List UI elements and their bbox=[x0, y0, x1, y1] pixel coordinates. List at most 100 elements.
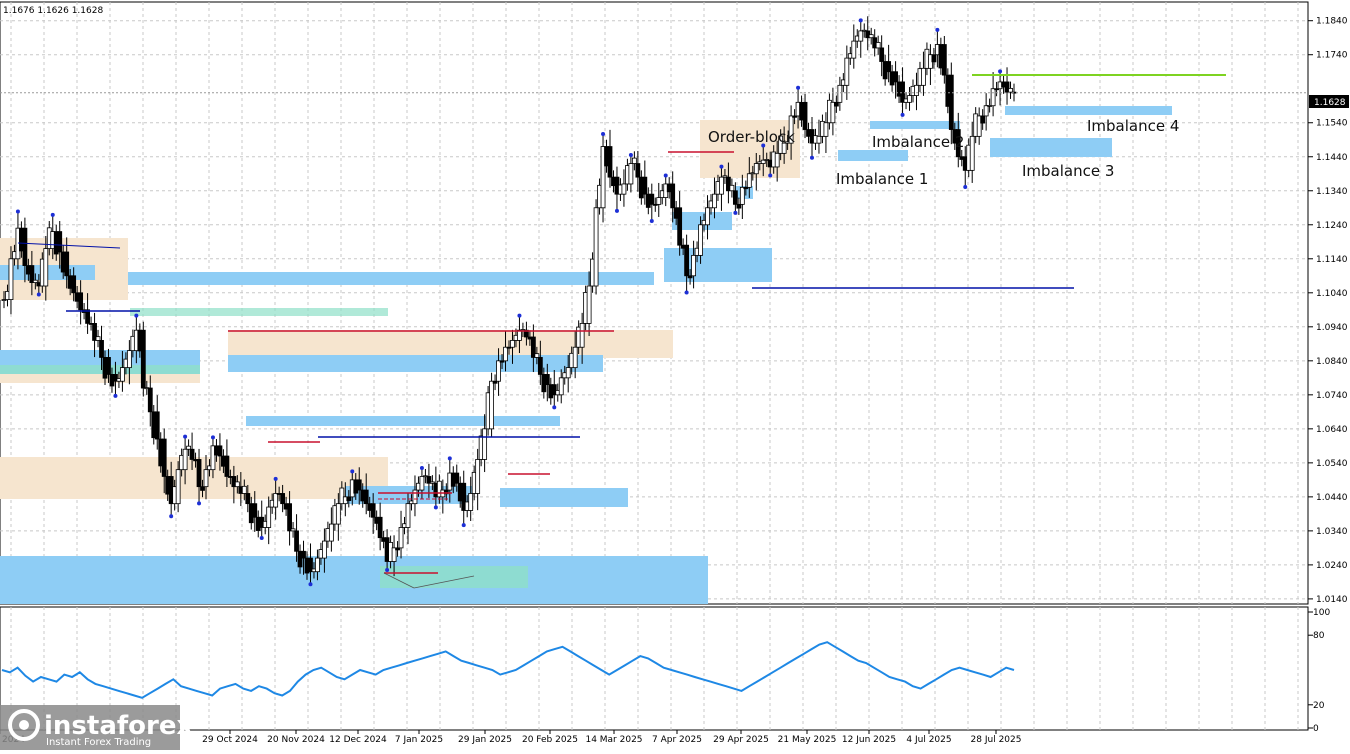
pivot-high-dot bbox=[15, 209, 20, 214]
ind-tick-label: 100 bbox=[1313, 608, 1330, 618]
y-tick-label: 1.0540 bbox=[1316, 459, 1348, 469]
candle-bear bbox=[377, 516, 383, 539]
indicator-layer: 100 80 20 0 bbox=[1, 608, 1330, 734]
candle-bear bbox=[1004, 81, 1010, 93]
candle-bear bbox=[294, 530, 299, 552]
candle-bull bbox=[739, 186, 745, 205]
order-block-zone bbox=[0, 457, 388, 499]
logo-text: instaforex bbox=[44, 711, 194, 741]
pivot-low-dot bbox=[113, 393, 118, 398]
candle-bear bbox=[802, 101, 808, 130]
current-price-value: 1.1628 bbox=[1314, 98, 1346, 108]
candle-bear bbox=[833, 101, 839, 107]
indicator-plot-frame bbox=[0, 606, 1309, 731]
trend-line bbox=[413, 575, 475, 589]
pivot-high-dot bbox=[935, 27, 940, 32]
candle-bull bbox=[412, 489, 418, 505]
imbalance-zone bbox=[500, 488, 628, 507]
order-block-label: Order-block bbox=[708, 128, 795, 146]
candle-bull bbox=[746, 173, 752, 188]
candle-bear bbox=[743, 186, 749, 190]
candle-bull bbox=[868, 34, 874, 39]
candle-bear bbox=[931, 54, 937, 63]
main-plot-frame bbox=[0, 1, 1309, 605]
candle-bear bbox=[85, 309, 90, 324]
pivot-low-dot bbox=[733, 210, 738, 215]
candle-bull bbox=[628, 163, 634, 185]
y-tick-label: 1.0940 bbox=[1316, 323, 1348, 333]
pivot-low-dot bbox=[684, 290, 689, 295]
candle-bull bbox=[990, 88, 996, 107]
candle-bull bbox=[398, 527, 404, 549]
pivot-high-dot bbox=[447, 456, 452, 461]
candle-bear bbox=[29, 265, 35, 283]
candle-bear bbox=[64, 251, 70, 277]
imbalance-zone bbox=[1005, 106, 1172, 115]
candle-bull bbox=[120, 367, 125, 382]
pivot-high-dot bbox=[517, 313, 522, 318]
candle-bull bbox=[517, 329, 522, 341]
y-tick-label: 1.1540 bbox=[1316, 119, 1348, 129]
candle-bull bbox=[691, 254, 696, 277]
candle-bear bbox=[544, 374, 550, 386]
pivot-high-dot bbox=[858, 18, 863, 23]
pivot-low-dot bbox=[36, 292, 41, 297]
candle-bear bbox=[955, 129, 961, 158]
candle-bull bbox=[315, 557, 320, 573]
candle-bull bbox=[921, 67, 926, 86]
y-tick-label: 1.1740 bbox=[1316, 51, 1348, 61]
candle-bull bbox=[468, 493, 474, 511]
candle-bear bbox=[346, 496, 352, 502]
candle-bull bbox=[858, 30, 864, 42]
candle-bull bbox=[774, 152, 780, 168]
candle-bull bbox=[503, 346, 508, 362]
imbalance-zone-green bbox=[130, 308, 388, 316]
candle-bull bbox=[760, 159, 766, 164]
candle-bull bbox=[983, 105, 989, 117]
candle-bear bbox=[506, 346, 512, 349]
candle-bear bbox=[677, 207, 683, 246]
imbalance-zone bbox=[664, 248, 772, 282]
candle-bear bbox=[92, 323, 97, 341]
candle-bull bbox=[719, 176, 724, 195]
order-block-zone bbox=[228, 330, 673, 358]
candle-bull bbox=[186, 445, 191, 450]
candle-bear bbox=[245, 493, 251, 505]
pivot-high-dot bbox=[273, 476, 278, 481]
y-tick-label: 1.1240 bbox=[1316, 221, 1348, 231]
candle-bull bbox=[593, 207, 599, 287]
pivot-low-dot bbox=[900, 112, 905, 117]
y-tick-label: 1.0440 bbox=[1316, 493, 1348, 503]
candle-bear bbox=[113, 374, 118, 382]
candle-bull bbox=[175, 469, 181, 505]
candle-bull bbox=[907, 95, 912, 103]
candle-bull bbox=[241, 485, 247, 494]
pivot-low-dot bbox=[649, 219, 654, 224]
y-tick-label: 1.0640 bbox=[1316, 425, 1348, 435]
candle-bull bbox=[273, 493, 279, 508]
zones-layer bbox=[0, 106, 1172, 604]
candle-bear bbox=[140, 329, 146, 389]
x-tick-label: 28 Jul 2025 bbox=[971, 735, 1022, 745]
imbalance-4-label: Imbalance 4 bbox=[1087, 117, 1179, 135]
pivot-low-dot bbox=[963, 185, 968, 190]
candle-bear bbox=[363, 489, 369, 505]
candle-bull bbox=[976, 115, 982, 137]
candle-bull bbox=[844, 57, 850, 86]
pivot-high-dot bbox=[796, 85, 801, 90]
y-tick-label: 1.0340 bbox=[1316, 527, 1348, 537]
candle-bear bbox=[308, 557, 313, 573]
candle-bull bbox=[969, 135, 975, 171]
imbalance-zone bbox=[30, 272, 654, 285]
pivot-low-dot bbox=[308, 582, 313, 587]
candle-bull bbox=[234, 481, 240, 488]
candle-bear bbox=[356, 479, 362, 491]
candle-bear bbox=[684, 244, 690, 277]
pivot-low-dot bbox=[169, 514, 174, 519]
price-axis: 1.1840 1.1740 1.1540 1.1440 1.1340 1.1240 1.11… bbox=[1308, 17, 1348, 605]
candle-bear bbox=[551, 384, 557, 396]
pivot-high-dot bbox=[183, 434, 188, 439]
candle-bear bbox=[670, 183, 676, 209]
candle-bear bbox=[154, 411, 160, 440]
